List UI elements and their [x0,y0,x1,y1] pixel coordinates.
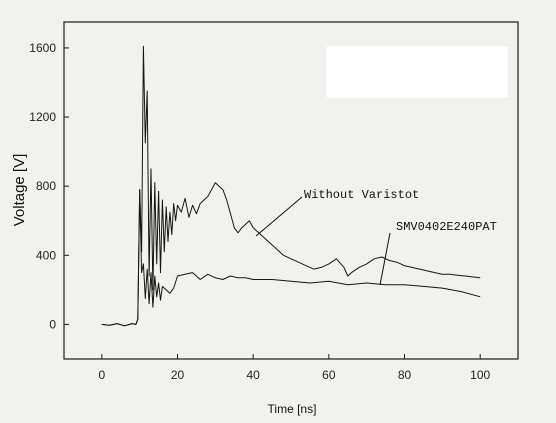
x-axis-title: Time [ns] [268,402,317,416]
corner-mark [326,46,508,98]
annotation-label: SMV0402E240PAT [396,220,497,234]
y-tick-label: 400 [36,248,56,262]
x-tick-label: 20 [171,368,185,382]
x-tick-label: 0 [98,368,105,382]
series-line-1 [101,45,481,327]
annotation-leader [379,232,391,286]
y-tick-label: 800 [36,179,56,193]
y-axis-title: Voltage [V] [11,154,28,227]
y-tick-label: 0 [49,317,56,331]
plot-area [63,21,519,360]
annotation-leader [255,196,303,237]
x-tick-label: 100 [470,368,490,382]
y-tick-label: 1600 [29,41,56,55]
y-tick-label: 1200 [29,110,56,124]
x-tick-label: 60 [322,368,336,382]
x-tick-label: 80 [398,368,412,382]
annotation-label: Without Varistot [304,188,419,202]
x-tick-label: 40 [246,368,260,382]
series-line-2 [101,189,481,327]
